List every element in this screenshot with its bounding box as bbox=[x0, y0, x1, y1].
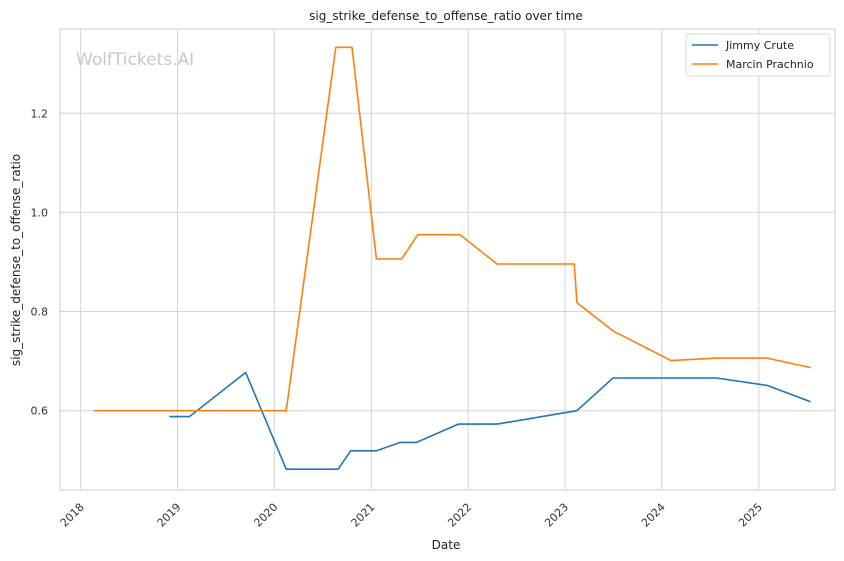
legend-box bbox=[685, 33, 831, 77]
y-tick-label: 1.0 bbox=[31, 206, 49, 219]
legend-label-marcin-prachnio: Marcin Prachnio bbox=[726, 58, 814, 71]
legend-label-jimmy-crute: Jimmy Crute bbox=[725, 39, 794, 52]
x-axis-title: Date bbox=[432, 538, 461, 552]
legend: Jimmy Crute Marcin Prachnio bbox=[685, 33, 831, 77]
y-axis-title: sig_strike_defense_to_offense_ratio bbox=[9, 154, 23, 366]
y-tick-label: 1.2 bbox=[31, 107, 49, 120]
series bbox=[93, 46, 811, 470]
series-line-jimmy-crute bbox=[169, 371, 811, 470]
watermark: WolfTickets.AI bbox=[76, 50, 194, 70]
series-line-marcin-prachnio bbox=[93, 46, 811, 412]
y-tick-label: 0.6 bbox=[31, 405, 49, 418]
y-tick-label: 0.8 bbox=[31, 306, 49, 319]
chart-title: sig_strike_defense_to_offense_ratio over… bbox=[309, 9, 583, 23]
plot-area bbox=[59, 28, 836, 491]
